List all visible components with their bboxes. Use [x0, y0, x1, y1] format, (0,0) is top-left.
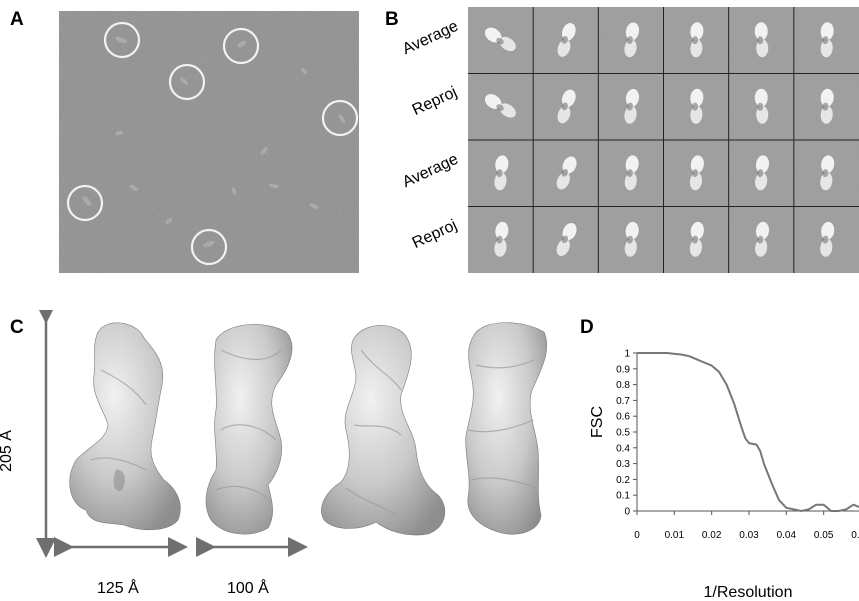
panel-label-b: B [385, 9, 399, 30]
density-view-3 [321, 325, 446, 536]
y-tick-label: 0.3 [616, 459, 630, 470]
x-tick-label: 0.04 [777, 530, 797, 541]
x-tick-label: 0.03 [739, 530, 759, 541]
class-average-tile [557, 23, 576, 57]
class-average-tile [755, 221, 770, 257]
y-tick-label: 0.2 [616, 475, 630, 486]
class-average-tile [556, 222, 577, 256]
y-tick-label: 0.9 [616, 364, 630, 375]
y-tick-label: 0.4 [616, 443, 630, 454]
density-map-views [36, 310, 548, 558]
micrograph-image [59, 11, 359, 273]
y-tick-label: 1 [624, 349, 630, 360]
fsc-curve [637, 352, 859, 512]
class-average-tile [624, 221, 639, 257]
row-label-2: Reproj [409, 83, 460, 120]
width-dimension-label-2: 100 Å [227, 580, 269, 597]
panel-label-a: A [10, 9, 24, 30]
class-average-grid [468, 7, 859, 273]
particle-circle [103, 21, 141, 59]
x-tick-label: 0.05 [814, 530, 834, 541]
class-average-tile [556, 156, 577, 190]
y-tick-label: 0.1 [616, 491, 630, 502]
x-axis-label: 1/Resolution [704, 584, 793, 601]
particle-circle [190, 228, 228, 266]
x-tick-label: 0.02 [702, 530, 722, 541]
x-tick-label: 0.01 [665, 530, 685, 541]
class-average-tile [494, 155, 509, 191]
class-average-tile [494, 221, 509, 257]
class-average-tile [557, 89, 576, 124]
class-average-tile [754, 22, 769, 58]
class-average-tile [690, 22, 704, 58]
x-tick-label: 0 [634, 530, 640, 541]
class-average-tile [484, 27, 516, 52]
height-dimension-label: 205 Å [0, 430, 15, 472]
density-view-2 [205, 324, 293, 535]
y-axis-label: FSC [589, 406, 606, 438]
class-average-tile [820, 88, 834, 124]
class-average-tile [689, 221, 704, 257]
class-average-tile [754, 88, 769, 124]
class-average-tile [690, 88, 704, 124]
x-tick-label: 0.06 [851, 530, 859, 541]
density-view-1 [69, 322, 181, 530]
particle-circle [66, 184, 104, 222]
y-tick-label: 0.8 [616, 380, 630, 391]
class-average-tile [820, 22, 834, 58]
fsc-chart: 0 0.1 0.2 0.3 0.4 0.5 0.6 0.7 0.8 0.9 1 0 0.01 0.02 0.… [589, 349, 859, 601]
panel-label-c: C [10, 317, 24, 338]
class-average-tile [624, 88, 640, 124]
y-tick-label: 0 [624, 507, 630, 518]
class-average-tile [624, 155, 639, 191]
class-average-tile [820, 221, 835, 257]
class-average-tile [624, 22, 640, 58]
panel-label-d: D [580, 317, 594, 338]
y-tick-label: 0.6 [616, 412, 630, 423]
row-label-3: Average [399, 150, 461, 192]
row-label-4: Reproj [409, 216, 460, 253]
y-tick-label: 0.5 [616, 428, 630, 439]
particle-circle [168, 63, 206, 101]
width-dimension-label-1: 125 Å [97, 580, 139, 597]
particle-circle [222, 27, 260, 65]
class-average-tile [484, 94, 516, 118]
particle-circle [321, 99, 359, 137]
y-tick-label: 0.7 [616, 396, 630, 407]
class-average-tile [755, 155, 770, 191]
row-label-1: Average [399, 17, 461, 59]
class-average-tile [689, 155, 704, 191]
class-average-tile [820, 155, 835, 191]
